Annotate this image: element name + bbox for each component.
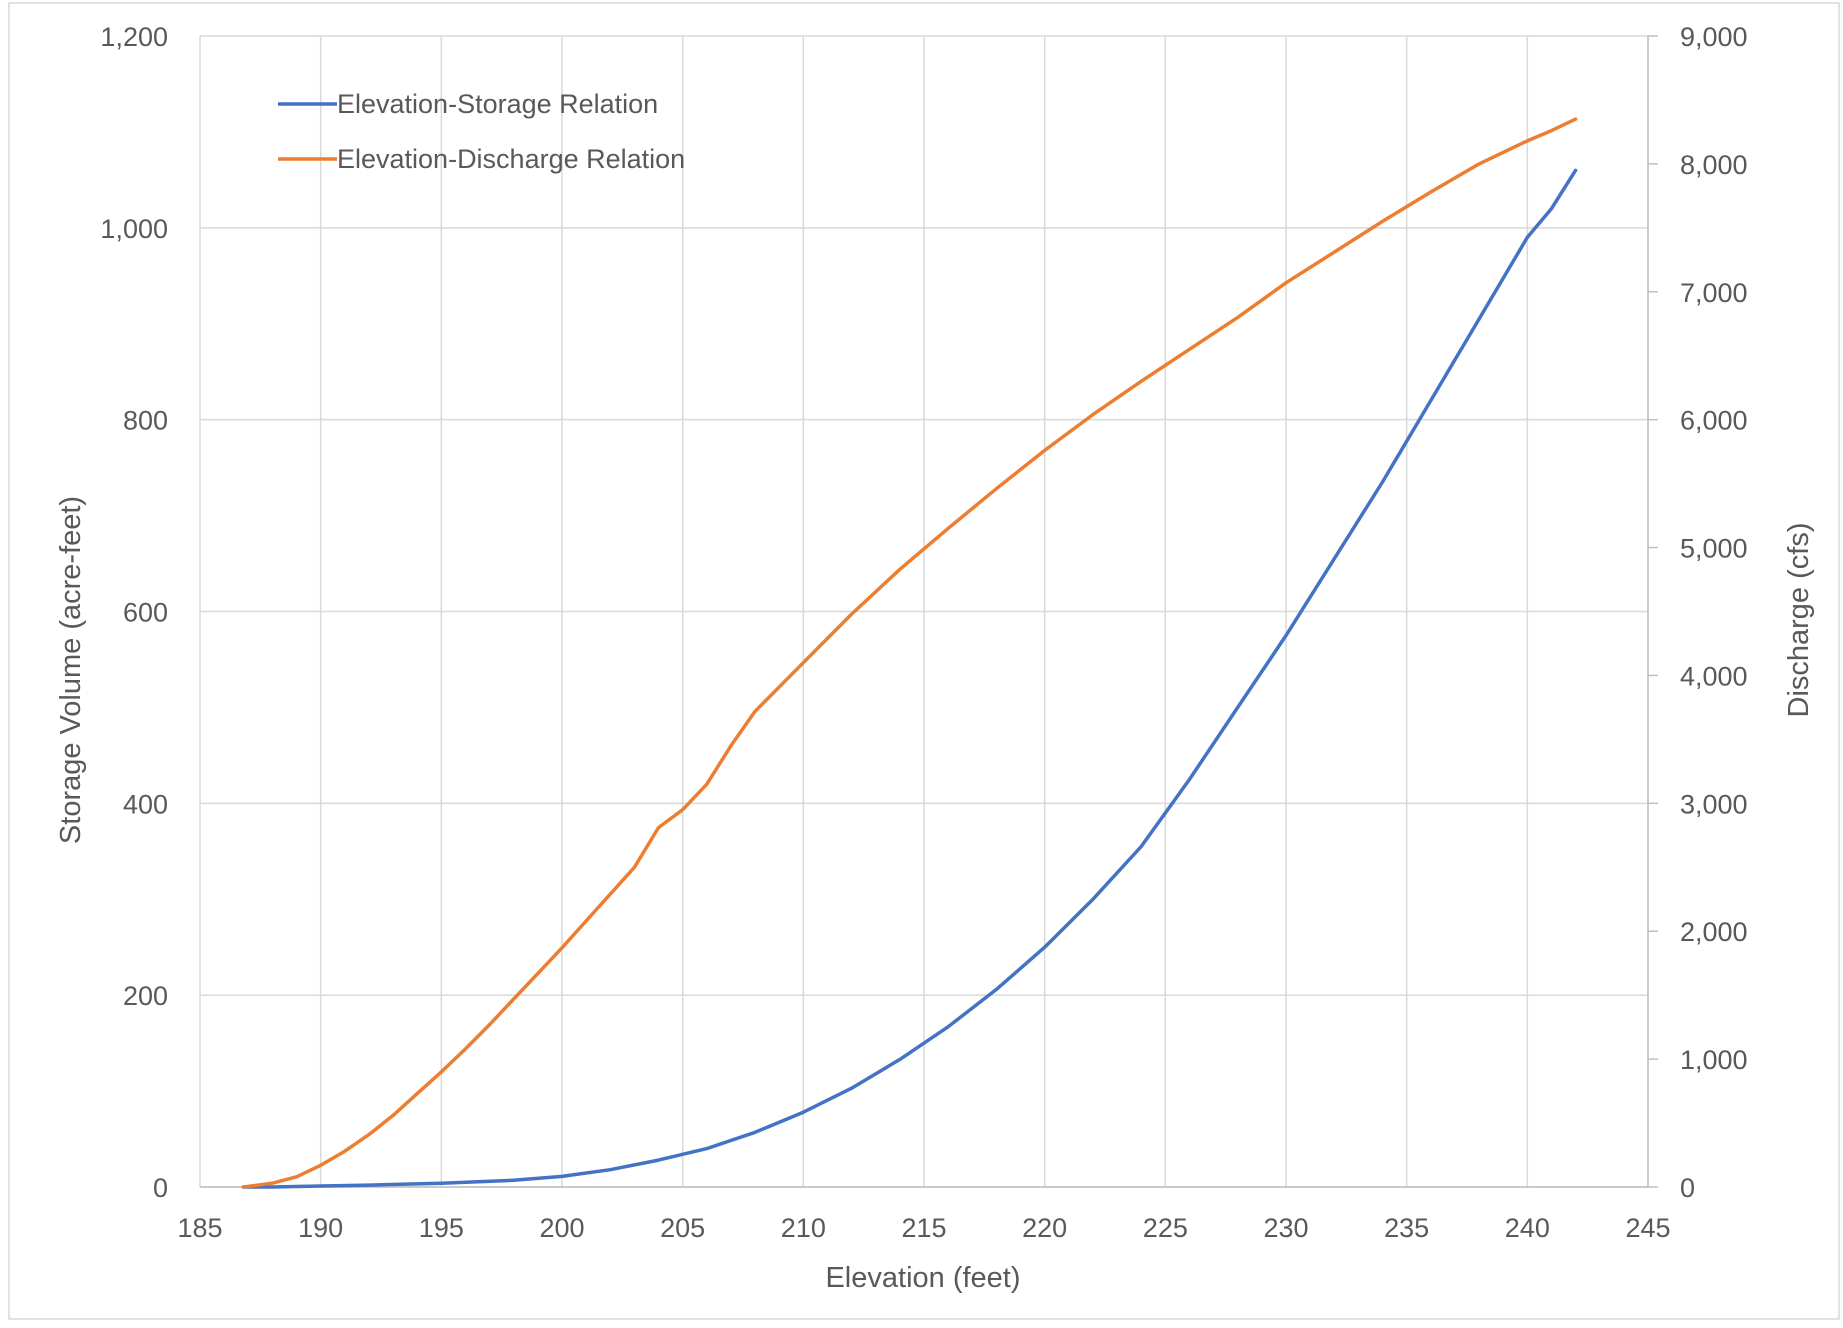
y2-tick-label: 8,000 — [1680, 150, 1748, 180]
axes-layer: 185 190 195 200 205 210 215 220 225 230 235 240 245 0… — [100, 22, 1747, 1243]
y2-tick-label: 9,000 — [1680, 22, 1748, 52]
x-tick-label: 220 — [1022, 1213, 1067, 1243]
y-tick-label: 200 — [123, 981, 168, 1011]
y-tick-label: 0 — [153, 1173, 168, 1203]
x-tick-label: 185 — [177, 1213, 222, 1243]
series-line-storage — [241, 168, 1578, 1189]
series-layer — [241, 117, 1578, 1189]
x-tick-label: 240 — [1505, 1213, 1550, 1243]
legend-label-discharge: Elevation-Discharge Relation — [337, 144, 685, 174]
y-tick-label: 1,200 — [100, 22, 168, 52]
x-tick-label: 195 — [419, 1213, 464, 1243]
x-tick-label: 200 — [539, 1213, 584, 1243]
y2-tick-label: 1,000 — [1680, 1045, 1748, 1075]
chart-border — [8, 2, 1840, 1320]
x-tick-label: 190 — [298, 1213, 343, 1243]
y-tick-label: 600 — [123, 598, 168, 628]
y2-tick-label: 2,000 — [1680, 917, 1748, 947]
grid-layer — [199, 35, 1649, 1188]
x-tick-label: 215 — [901, 1213, 946, 1243]
y-axis-title: Storage Volume (acre-feet) — [55, 496, 87, 844]
legend: Elevation-Storage Relation Elevation-Dis… — [278, 89, 685, 174]
y2-axis-title: Discharge (cfs) — [1783, 523, 1815, 718]
y2-tick-label: 7,000 — [1680, 278, 1748, 308]
y-tick-label: 800 — [123, 406, 168, 436]
y2-tick-label: 0 — [1680, 1173, 1695, 1203]
series-line-discharge — [241, 117, 1578, 1189]
x-tick-label: 235 — [1384, 1213, 1429, 1243]
x-tick-label: 230 — [1263, 1213, 1308, 1243]
x-tick-label: 225 — [1143, 1213, 1188, 1243]
y-tick-label: 400 — [123, 789, 168, 819]
legend-label-storage: Elevation-Storage Relation — [337, 89, 658, 119]
x-tick-label: 205 — [660, 1213, 705, 1243]
y-tick-label: 1,000 — [100, 214, 168, 244]
y2-tick-label: 6,000 — [1680, 406, 1748, 436]
y2-tick-label: 3,000 — [1680, 789, 1748, 819]
y2-tick-label: 5,000 — [1680, 534, 1748, 564]
x-axis-title: Elevation (feet) — [825, 1262, 1020, 1294]
x-tick-label: 210 — [781, 1213, 826, 1243]
y2-tick-label: 4,000 — [1680, 661, 1748, 691]
x-tick-label: 245 — [1625, 1213, 1670, 1243]
